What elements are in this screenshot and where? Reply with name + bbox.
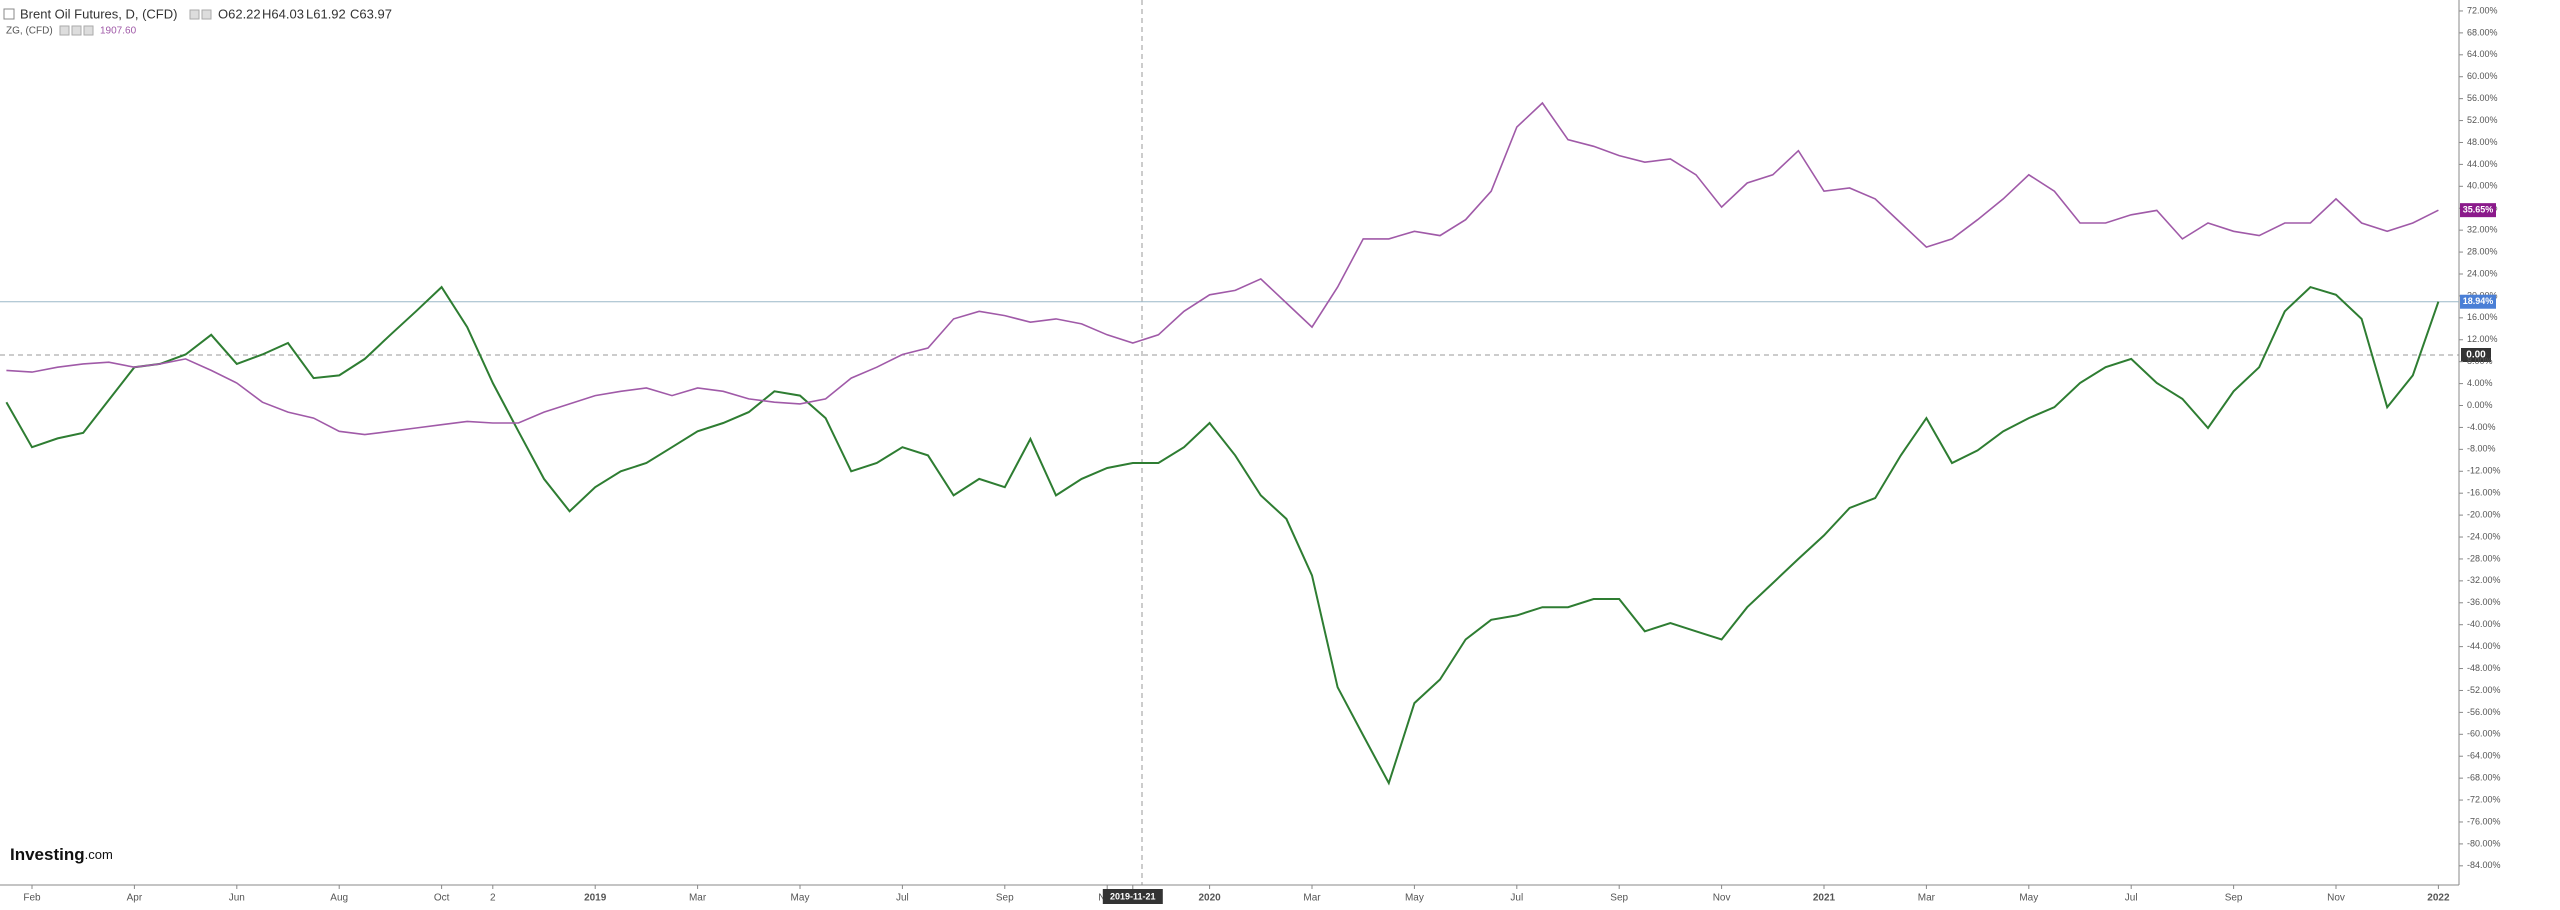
x-tick-label: Jun [229, 893, 245, 904]
logo-main: Investing [10, 845, 85, 864]
y-tick-label: -20.00% [2467, 509, 2501, 519]
collapse-icon[interactable] [3, 8, 15, 20]
legend-close: C63.97 [350, 6, 392, 21]
series-line [5, 285, 2440, 786]
x-tick-label: 2020 [1198, 893, 1221, 904]
x-tick-label: Nov [2327, 893, 2345, 904]
y-tick-label: 0.00% [2467, 400, 2493, 410]
y-tick-label: -76.00% [2467, 816, 2501, 826]
y-tick-label: -64.00% [2467, 751, 2501, 761]
legend-main: Brent Oil Futures, D, (CFD) [20, 6, 177, 21]
y-tick-label: 24.00% [2467, 268, 2498, 278]
legend-button[interactable] [201, 9, 212, 20]
y-tick-label: -48.00% [2467, 663, 2501, 673]
legend-button[interactable] [189, 9, 200, 20]
logo-suffix: .com [85, 847, 113, 862]
y-tick-label: -44.00% [2467, 641, 2501, 651]
y-tick-label: -72.00% [2467, 794, 2501, 804]
x-tick-label: Nov [1713, 893, 1731, 904]
y-tick-label: -12.00% [2467, 466, 2501, 476]
last-value-box [2460, 203, 2496, 218]
y-tick-label: -84.00% [2467, 860, 2501, 870]
x-crosshair-label-box [1102, 889, 1163, 904]
x-tick-label: Mar [1303, 893, 1321, 904]
y-tick-label: -80.00% [2467, 838, 2501, 848]
y-tick-label: 16.00% [2467, 312, 2498, 322]
x-tick-label: Jul [896, 893, 909, 904]
x-tick-label: 2019 [584, 893, 607, 904]
y-tick-label: -16.00% [2467, 488, 2501, 498]
x-tick-label: Mar [689, 893, 707, 904]
y-tick-label: 72.00% [2467, 5, 2498, 15]
crosshair-label: 0.00 [2466, 350, 2486, 361]
x-tick-label: Sep [1610, 893, 1628, 904]
y-tick-label: 68.00% [2467, 27, 2498, 37]
x-tick-label: May [1405, 893, 1424, 904]
x-tick-label: 2 [490, 893, 496, 904]
y-tick-label: -56.00% [2467, 707, 2501, 717]
x-tick-label: 2022 [2427, 893, 2450, 904]
x-tick-label: Oct [434, 893, 450, 904]
x-tick-label: May [791, 893, 810, 904]
y-tick-label: -8.00% [2467, 444, 2496, 454]
y-tick-label: -24.00% [2467, 531, 2501, 541]
x-tick-label: Sep [996, 893, 1014, 904]
y-tick-label: -4.00% [2467, 422, 2496, 432]
y-tick-label: 32.00% [2467, 225, 2498, 235]
x-tick-label: 2021 [1813, 893, 1836, 904]
x-tick-label: Feb [23, 893, 41, 904]
legend-high: H64.03 [262, 6, 304, 21]
y-tick-label: -60.00% [2467, 729, 2501, 739]
logo: Investing.com [10, 845, 113, 864]
legend-low: L61.92 [306, 6, 346, 21]
y-tick-label: 56.00% [2467, 93, 2498, 103]
legend-compare: ZG, (CFD) [6, 26, 53, 37]
y-tick-label: 4.00% [2467, 378, 2493, 388]
legend-compare-price: 1907.60 [100, 26, 137, 37]
last-value-label: 35.65% [2463, 205, 2494, 215]
x-tick-label: Sep [2225, 893, 2243, 904]
x-tick-label: Aug [330, 893, 348, 904]
x-tick-label: Jul [1510, 893, 1523, 904]
y-tick-label: 64.00% [2467, 49, 2498, 59]
x-tick-label: Mar [1918, 893, 1936, 904]
y-tick-label: 48.00% [2467, 137, 2498, 147]
y-tick-label: -52.00% [2467, 685, 2501, 695]
y-tick-label: -36.00% [2467, 597, 2501, 607]
y-tick-label: -68.00% [2467, 773, 2501, 783]
last-value-box [2460, 294, 2496, 309]
x-tick-label: May [2019, 893, 2038, 904]
x-tick-label: Apr [127, 893, 143, 904]
y-tick-label: 8.00% [2467, 356, 2493, 366]
legend-open: O62.22 [218, 6, 261, 21]
x-crosshair-label: 2019-11-21 [1110, 891, 1156, 901]
y-tick-label: 40.00% [2467, 181, 2498, 191]
y-tick-label: 12.00% [2467, 334, 2498, 344]
last-value-label: 18.94% [2463, 296, 2494, 306]
legend-button[interactable] [59, 25, 70, 36]
y-tick-label: -32.00% [2467, 575, 2501, 585]
y-tick-label: 44.00% [2467, 159, 2498, 169]
y-tick-label: 60.00% [2467, 71, 2498, 81]
x-tick-label: Jul [2125, 893, 2138, 904]
crosshair-label-box [2461, 348, 2491, 362]
legend-button[interactable] [83, 25, 94, 36]
series-line [6, 101, 2439, 436]
legend-button[interactable] [71, 25, 82, 36]
y-tick-label: 52.00% [2467, 115, 2498, 125]
y-tick-label: 28.00% [2467, 246, 2498, 256]
y-tick-label: -40.00% [2467, 619, 2501, 629]
y-tick-label: -28.00% [2467, 553, 2501, 563]
